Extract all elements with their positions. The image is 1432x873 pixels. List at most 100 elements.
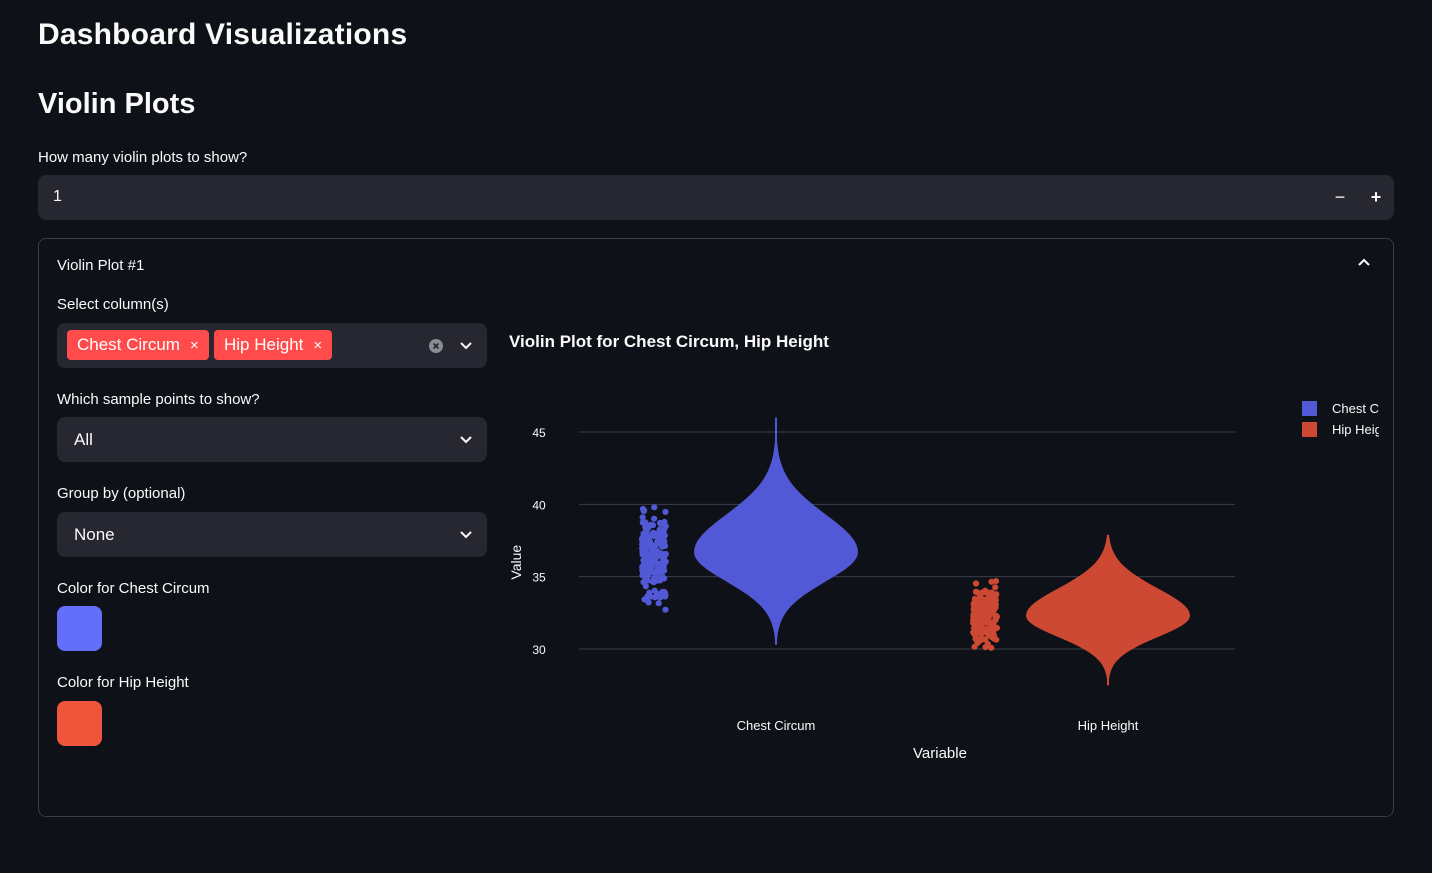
increment-button[interactable]: + bbox=[1370, 186, 1382, 207]
sample-point bbox=[978, 621, 985, 628]
sample-point bbox=[981, 601, 988, 608]
points-select[interactable]: All bbox=[57, 417, 487, 462]
count-input-label: How many violin plots to show? bbox=[38, 149, 248, 166]
sample-point bbox=[659, 566, 666, 573]
sample-point bbox=[641, 596, 648, 603]
sample-point bbox=[977, 593, 984, 600]
expander-title[interactable]: Violin Plot #1 bbox=[57, 257, 145, 274]
y-tick-label: 45 bbox=[532, 426, 546, 440]
chart-legend: Chest Circum Hip Height bbox=[1302, 401, 1379, 437]
chevron-up-icon[interactable] bbox=[1357, 255, 1371, 269]
sample-point bbox=[662, 508, 669, 515]
sample-point bbox=[644, 577, 651, 584]
color1-label: Color for Chest Circum bbox=[57, 580, 210, 597]
sample-point bbox=[643, 528, 650, 535]
sample-point bbox=[639, 505, 647, 513]
y-tick-label: 40 bbox=[532, 498, 546, 512]
y-axis-label: Value bbox=[508, 545, 524, 580]
legend-swatch bbox=[1302, 422, 1317, 437]
sample-point bbox=[644, 541, 651, 548]
section-title: Violin Plots bbox=[38, 88, 196, 120]
count-number-input[interactable]: 1 − + bbox=[38, 175, 1394, 220]
sample-point bbox=[971, 625, 978, 632]
sample-point bbox=[981, 611, 989, 618]
chart-axes: 30 35 40 45 Value Chest Circum Hip Height Varia… bbox=[508, 426, 1139, 762]
color2-label: Color for Hip Height bbox=[57, 674, 189, 691]
sample-point bbox=[982, 636, 989, 643]
count-input-value[interactable]: 1 bbox=[53, 188, 62, 205]
sample-point bbox=[993, 636, 1000, 643]
sample-point bbox=[642, 583, 649, 590]
sample-point bbox=[650, 579, 657, 586]
sample-point bbox=[639, 572, 646, 579]
y-tick-label: 35 bbox=[532, 571, 546, 585]
sample-point bbox=[647, 550, 654, 557]
sample-point bbox=[990, 627, 997, 634]
violin-chest-circum bbox=[694, 417, 858, 645]
clear-all-icon[interactable] bbox=[428, 338, 444, 354]
sample-point bbox=[648, 561, 656, 568]
sample-point bbox=[986, 594, 993, 601]
chart-violins bbox=[694, 417, 1190, 686]
color-picker-chest-circum[interactable] bbox=[57, 606, 102, 651]
sample-point bbox=[654, 538, 661, 545]
sample-point bbox=[990, 607, 997, 614]
sample-point bbox=[638, 535, 646, 542]
legend-label: Hip Height bbox=[1332, 422, 1379, 437]
sample-point bbox=[651, 594, 658, 601]
sample-point bbox=[641, 548, 648, 555]
chevron-down-icon[interactable] bbox=[459, 527, 473, 541]
group-select[interactable]: None bbox=[57, 512, 487, 557]
sample-point bbox=[653, 568, 660, 575]
y-tick-label: 30 bbox=[532, 643, 546, 657]
page-title: Dashboard Visualizations bbox=[38, 18, 408, 51]
sample-point bbox=[651, 587, 658, 594]
x-axis-label: Variable bbox=[913, 745, 967, 762]
sample-point bbox=[971, 606, 978, 613]
tag-remove-icon[interactable]: × bbox=[313, 336, 323, 354]
sample-point bbox=[988, 578, 995, 585]
sample-point bbox=[989, 602, 996, 609]
sample-point bbox=[971, 599, 978, 606]
sample-point bbox=[972, 580, 980, 587]
chart-title: Violin Plot for Chest Circum, Hip Height bbox=[509, 332, 829, 351]
sample-point bbox=[992, 613, 999, 620]
sample-point bbox=[661, 518, 668, 525]
sample-point bbox=[651, 515, 658, 522]
decrement-button[interactable]: − bbox=[1334, 186, 1346, 207]
sample-point bbox=[987, 621, 994, 628]
sample-point bbox=[639, 514, 646, 521]
chart-points bbox=[638, 504, 1000, 651]
sample-point bbox=[661, 542, 669, 549]
group-label: Group by (optional) bbox=[57, 485, 186, 502]
legend-swatch bbox=[1302, 401, 1317, 416]
chevron-down-icon[interactable] bbox=[459, 338, 473, 352]
columns-multiselect[interactable]: Chest Circum × Hip Height × bbox=[57, 323, 487, 368]
violin-plot-expander: Violin Plot #1 Select column(s) Chest Ci… bbox=[38, 238, 1394, 817]
chevron-down-icon[interactable] bbox=[459, 432, 473, 446]
sample-point bbox=[977, 637, 984, 644]
tag-chest-circum: Chest Circum × bbox=[67, 330, 209, 360]
columns-label: Select column(s) bbox=[57, 296, 169, 313]
sample-point bbox=[656, 531, 663, 538]
sample-point bbox=[639, 567, 646, 574]
sample-point bbox=[662, 593, 669, 600]
x-tick-label: Chest Circum bbox=[737, 718, 816, 733]
tag-hip-height: Hip Height × bbox=[214, 330, 333, 360]
sample-point bbox=[662, 606, 669, 613]
sample-point bbox=[647, 521, 654, 528]
sample-point bbox=[973, 613, 980, 620]
sample-point bbox=[982, 587, 989, 594]
tag-remove-icon[interactable]: × bbox=[189, 336, 199, 354]
sample-point bbox=[642, 519, 649, 526]
legend-label: Chest Circum bbox=[1332, 401, 1379, 416]
violin-chart: Violin Plot for Chest Circum, Hip Height… bbox=[508, 332, 1379, 762]
sample-point bbox=[655, 600, 662, 607]
color-picker-hip-height[interactable] bbox=[57, 701, 102, 746]
points-select-value: All bbox=[74, 430, 93, 449]
tag-label: Hip Height bbox=[224, 335, 304, 354]
sample-point bbox=[655, 551, 662, 558]
tag-label: Chest Circum bbox=[77, 335, 180, 354]
sample-point bbox=[640, 557, 647, 564]
sample-point bbox=[649, 531, 656, 538]
